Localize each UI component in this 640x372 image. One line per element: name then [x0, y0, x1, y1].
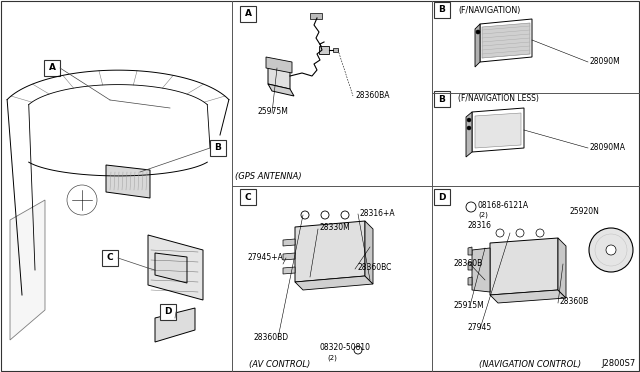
- Circle shape: [476, 30, 480, 34]
- Polygon shape: [468, 277, 472, 285]
- Text: B: B: [438, 94, 445, 103]
- Text: (AV CONTROL): (AV CONTROL): [250, 359, 310, 369]
- FancyBboxPatch shape: [240, 6, 256, 22]
- Polygon shape: [266, 57, 292, 73]
- Text: J2800S7: J2800S7: [602, 359, 636, 369]
- Text: 08168-6121A: 08168-6121A: [478, 201, 529, 209]
- Text: A: A: [244, 10, 252, 19]
- Text: 28360BC: 28360BC: [357, 263, 392, 273]
- Circle shape: [606, 245, 616, 255]
- Polygon shape: [482, 23, 530, 58]
- Text: 28360BD: 28360BD: [253, 333, 288, 341]
- Polygon shape: [472, 108, 524, 152]
- Text: 28330M: 28330M: [320, 224, 351, 232]
- Text: (GPS ANTENNA): (GPS ANTENNA): [235, 173, 301, 182]
- Polygon shape: [155, 253, 187, 283]
- FancyBboxPatch shape: [160, 304, 176, 320]
- Text: 28360B: 28360B: [560, 298, 589, 307]
- Polygon shape: [148, 235, 203, 300]
- Polygon shape: [295, 276, 373, 290]
- Bar: [319, 46, 329, 54]
- Text: 28360BA: 28360BA: [355, 90, 390, 99]
- Text: 25915M: 25915M: [454, 301, 484, 310]
- Polygon shape: [155, 308, 195, 342]
- Polygon shape: [468, 262, 472, 270]
- Text: 28360B: 28360B: [454, 259, 483, 267]
- Circle shape: [467, 118, 471, 122]
- Polygon shape: [558, 238, 566, 298]
- Polygon shape: [365, 221, 373, 284]
- Polygon shape: [475, 24, 480, 67]
- FancyBboxPatch shape: [240, 189, 256, 205]
- Polygon shape: [283, 239, 295, 246]
- Text: C: C: [107, 253, 113, 263]
- Polygon shape: [295, 221, 365, 282]
- Text: A: A: [49, 64, 56, 73]
- Polygon shape: [268, 84, 294, 96]
- Text: (NAVIGATION CONTROL): (NAVIGATION CONTROL): [479, 359, 581, 369]
- Polygon shape: [106, 165, 150, 198]
- FancyBboxPatch shape: [44, 60, 60, 76]
- Polygon shape: [480, 19, 532, 62]
- Text: D: D: [438, 192, 445, 202]
- Circle shape: [467, 126, 471, 130]
- Text: B: B: [214, 144, 221, 153]
- Text: C: C: [244, 192, 252, 202]
- Polygon shape: [475, 113, 521, 148]
- Polygon shape: [468, 247, 472, 255]
- Text: (2): (2): [478, 212, 488, 218]
- Polygon shape: [268, 66, 290, 89]
- Bar: [333, 48, 338, 52]
- FancyBboxPatch shape: [102, 250, 118, 266]
- Text: (F/NAVIGATION LESS): (F/NAVIGATION LESS): [458, 94, 539, 103]
- Text: (2): (2): [327, 355, 337, 361]
- Text: 28090MA: 28090MA: [590, 144, 626, 153]
- Polygon shape: [10, 200, 45, 340]
- Text: 27945+A: 27945+A: [248, 253, 284, 262]
- Text: B: B: [438, 6, 445, 15]
- FancyBboxPatch shape: [434, 91, 450, 107]
- Circle shape: [589, 228, 633, 272]
- FancyBboxPatch shape: [434, 2, 450, 18]
- Polygon shape: [472, 248, 490, 292]
- Text: 25975M: 25975M: [258, 108, 289, 116]
- Text: (F/NAVIGATION): (F/NAVIGATION): [458, 6, 520, 15]
- Polygon shape: [283, 267, 295, 274]
- Text: 28316: 28316: [467, 221, 491, 230]
- Polygon shape: [283, 253, 295, 260]
- Bar: [310, 13, 322, 19]
- Text: 28090M: 28090M: [590, 58, 621, 67]
- Polygon shape: [466, 112, 472, 157]
- Text: 08320-50810: 08320-50810: [320, 343, 371, 353]
- Text: D: D: [164, 308, 172, 317]
- FancyBboxPatch shape: [210, 140, 226, 156]
- Polygon shape: [490, 238, 558, 295]
- FancyBboxPatch shape: [434, 189, 450, 205]
- Text: 25920N: 25920N: [570, 208, 600, 217]
- Text: 27945: 27945: [467, 324, 492, 333]
- Text: 28316+A: 28316+A: [360, 208, 396, 218]
- Polygon shape: [490, 290, 566, 303]
